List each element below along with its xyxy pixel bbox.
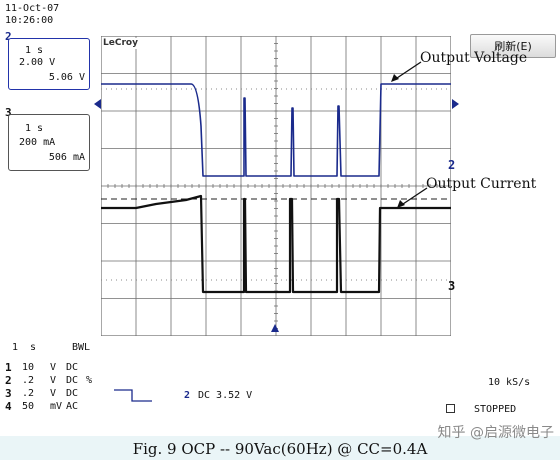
channel-status-coupling: AC (66, 401, 79, 412)
current-annotation: Output Current (426, 176, 537, 192)
channel-status-extra: % (86, 375, 93, 386)
channel-2-timebase: 1 s (25, 45, 44, 56)
capture-date: 11-Oct-07 (5, 3, 60, 14)
channel-2-id: 2 (5, 30, 12, 43)
caption-bar (0, 436, 560, 460)
channel-status-coupling: DC (66, 375, 79, 386)
channel-status-number: 2 (5, 374, 12, 387)
voltage-annotation-arrow-icon (391, 61, 422, 82)
channel-2-reading: 5.06 V (48, 72, 85, 83)
acquisition-state: STOPPED (474, 404, 517, 415)
refresh-button[interactable]: 刷新(E) (470, 34, 556, 58)
trigger-channel: 2 (184, 390, 191, 401)
trigger-edge-icon (114, 389, 152, 402)
channel-3-id: 3 (5, 106, 12, 119)
channel-status-unit: V (50, 375, 57, 386)
output-current-trace (101, 194, 451, 294)
channel-2-panel[interactable]: 1 s 2.00 V 5.06 V (8, 38, 90, 90)
channel-status-number: 4 (5, 400, 12, 413)
status-bwl: BWL (72, 342, 91, 353)
watermark: 知乎 @启源微电子 (437, 425, 554, 441)
trace-marker-ch3: 3 (448, 279, 456, 293)
channel-status-unit: V (50, 362, 57, 373)
channel-status-scale: .2 (22, 375, 35, 386)
output-voltage-trace (101, 83, 451, 177)
channel-status-coupling: DC (66, 388, 79, 399)
channel-status-scale: 50 (22, 401, 35, 412)
channel-3-panel[interactable]: 1 s 200 mA 506 mA (8, 114, 90, 171)
channel-status-unit: V (50, 388, 57, 399)
channel-3-reading: 506 mA (48, 152, 85, 163)
sample-rate: 10 kS/s (488, 377, 531, 388)
channel-3-timebase: 1 s (25, 123, 44, 134)
trigger-level: DC 3.52 V (198, 390, 253, 401)
channel-status-number: 1 (5, 361, 12, 374)
oscilloscope-screen: 11-Oct-07 10:26:00 2 1 s 2.00 V 5.06 V 3… (0, 0, 560, 436)
stop-indicator-icon (446, 404, 455, 413)
right-pointer-icon (452, 99, 459, 109)
brand-logo: LeCroy (102, 38, 139, 49)
status-timebase: 1 s (12, 342, 37, 353)
channel-status-number: 3 (5, 387, 12, 400)
voltage-annotation: Output Voltage (420, 50, 528, 66)
channel-status-coupling: DC (66, 362, 79, 373)
trigger-position-marker (271, 324, 279, 332)
channel-status-scale: .2 (22, 388, 35, 399)
capture-time: 10:26:00 (5, 15, 54, 26)
figure-caption: Fig. 9 OCP -- 90Vac(60Hz) @ CC=0.4A (132, 440, 428, 458)
channel-2-scale: 2.00 V (19, 57, 56, 68)
channel-status-unit: mV (50, 401, 63, 412)
trace-marker-ch2: 2 (448, 158, 456, 172)
current-annotation-arrow-icon (397, 187, 428, 208)
channel-status-scale: 10 (22, 362, 35, 373)
channel-3-scale: 200 mA (19, 137, 56, 148)
left-pointer-icon (94, 99, 101, 109)
